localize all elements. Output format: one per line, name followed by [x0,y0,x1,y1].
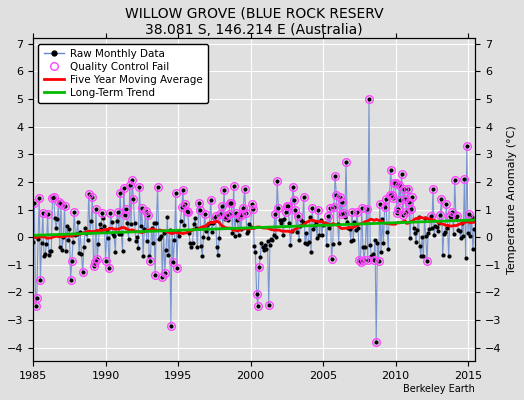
Text: Berkeley Earth: Berkeley Earth [403,384,475,394]
Y-axis label: Temperature Anomaly (°C): Temperature Anomaly (°C) [507,126,517,274]
Legend: Raw Monthly Data, Quality Control Fail, Five Year Moving Average, Long-Term Tren: Raw Monthly Data, Quality Control Fail, … [38,44,208,103]
Title: WILLOW GROVE (BLUE ROCK RESERV
38.081 S, 146.214 E (Australia): WILLOW GROVE (BLUE ROCK RESERV 38.081 S,… [125,7,384,37]
